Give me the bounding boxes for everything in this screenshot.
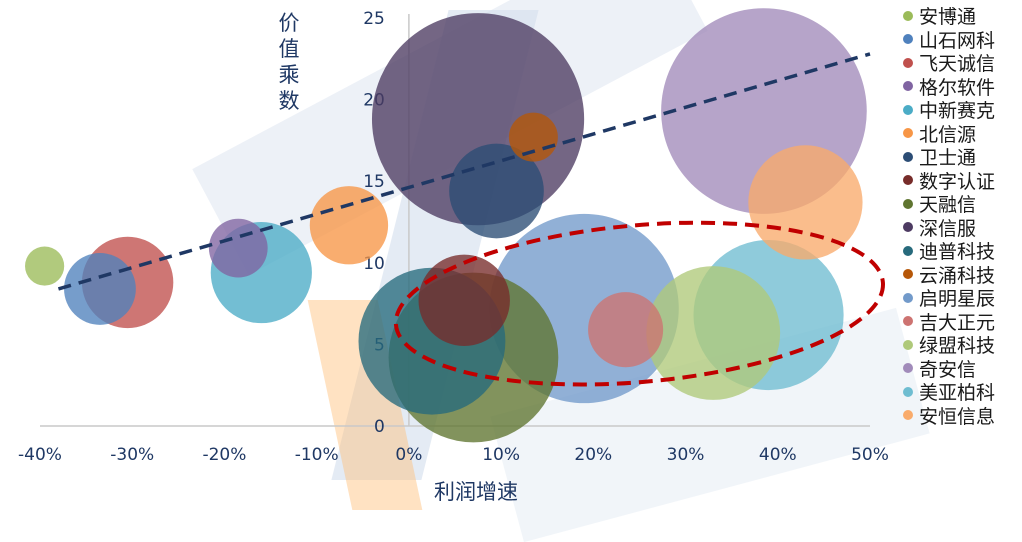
legend-label: 云涌科技: [919, 264, 996, 287]
y-tick-label: 15: [363, 172, 385, 192]
legend-label: 中新赛克: [919, 100, 996, 123]
x-tick-label: 40%: [759, 445, 797, 465]
bubble-chart: -40%-30%-20%-10%0%10%20%30%40%50%0510152…: [18, 8, 889, 465]
legend-marker: [903, 57, 913, 68]
y-tick-label: 25: [363, 9, 385, 29]
legend-label: 美亚柏科: [919, 382, 996, 405]
legend-item: 中新赛克: [903, 98, 995, 122]
legend-label: 天融信: [919, 194, 977, 217]
y-axis-label: 价值乘数: [278, 11, 300, 113]
legend-marker: [903, 410, 913, 421]
chart-overlays: [57, 52, 885, 387]
legend-item: 美亚柏科: [903, 380, 995, 404]
legend-marker: [903, 104, 913, 115]
legend-item: 飞天诚信: [903, 51, 995, 75]
bubble-point: [208, 218, 268, 278]
legend-item: 数字认证: [903, 169, 995, 193]
legend-marker: [903, 198, 913, 209]
highlight-ellipse: [393, 220, 885, 387]
legend-label: 安恒信息: [919, 405, 996, 428]
legend-label: 格尔软件: [919, 76, 996, 99]
bubble-point: [25, 246, 65, 286]
legend-marker: [903, 128, 913, 139]
bubble-point: [646, 266, 781, 400]
legend-item: 深信服: [903, 216, 995, 240]
x-axis-label-wrap: 利润增速: [0, 476, 900, 506]
legend-marker: [903, 34, 913, 45]
legend-label: 安博通: [919, 6, 977, 29]
x-tick-label: -40%: [18, 445, 62, 465]
legend-marker: [903, 245, 913, 256]
legend-marker: [903, 269, 913, 280]
legend-item: 吉大正元: [903, 310, 995, 334]
x-axis-label: 利润增速: [434, 480, 518, 504]
bubble-point: [418, 254, 510, 347]
legend-label: 奇安信: [919, 358, 977, 381]
legend-item: 卫士通: [903, 145, 995, 169]
legend-item: 格尔软件: [903, 75, 995, 99]
legend-item: 云涌科技: [903, 263, 995, 287]
x-tick-label: -30%: [110, 445, 154, 465]
legend-item: 启明星辰: [903, 286, 995, 310]
legend-label: 山石网科: [919, 29, 996, 52]
legend-item: 安博通: [903, 4, 995, 28]
legend-marker: [903, 339, 913, 350]
bubble-point: [309, 186, 389, 265]
x-tick-label: -10%: [295, 445, 339, 465]
bubble-point: [588, 292, 664, 368]
bubble-point: [508, 112, 558, 162]
legend-marker: [903, 316, 913, 327]
legend-item: 绿盟科技: [903, 333, 995, 357]
legend-marker: [903, 222, 913, 233]
trendline: [57, 52, 871, 291]
legend-item: 天融信: [903, 192, 995, 216]
y-tick-label: 0: [374, 417, 385, 437]
legend-label: 飞天诚信: [919, 53, 996, 76]
legend-marker: [903, 292, 913, 303]
legend-marker: [903, 81, 913, 92]
legend-item: 安恒信息: [903, 404, 995, 428]
x-tick-label: 50%: [851, 445, 889, 465]
x-tick-label: 0%: [395, 445, 422, 465]
x-tick-label: -20%: [202, 445, 246, 465]
bubble-point: [748, 145, 863, 260]
legend-item: 北信源: [903, 122, 995, 146]
legend-label: 卫士通: [919, 147, 977, 170]
legend-marker: [903, 363, 913, 374]
bubble-series: [25, 8, 867, 443]
x-tick-label: 10%: [482, 445, 520, 465]
legend-item: 山石网科: [903, 28, 995, 52]
legend-marker: [903, 386, 913, 397]
chart-legend: 安博通 山石网科 飞天诚信 格尔软件 中新赛克 北信源 卫士通 数字认证 天融信 深信服 迪普科技云…: [903, 4, 995, 428]
x-tick-label: 30%: [667, 445, 705, 465]
legend-marker: [903, 10, 913, 21]
legend-label: 数字认证: [919, 170, 996, 193]
legend-label: 深信服: [919, 217, 977, 240]
legend-marker: [903, 175, 913, 186]
legend-label: 北信源: [919, 123, 977, 146]
legend-label: 启明星辰: [919, 288, 996, 311]
legend-item: 奇安信: [903, 357, 995, 381]
legend-item: 迪普科技: [903, 239, 995, 263]
legend-label: 绿盟科技: [919, 335, 996, 358]
x-tick-label: 20%: [574, 445, 612, 465]
legend-label: 迪普科技: [919, 241, 996, 264]
bubble-point: [64, 253, 136, 325]
legend-marker: [903, 151, 913, 162]
legend-label: 吉大正元: [919, 311, 996, 334]
